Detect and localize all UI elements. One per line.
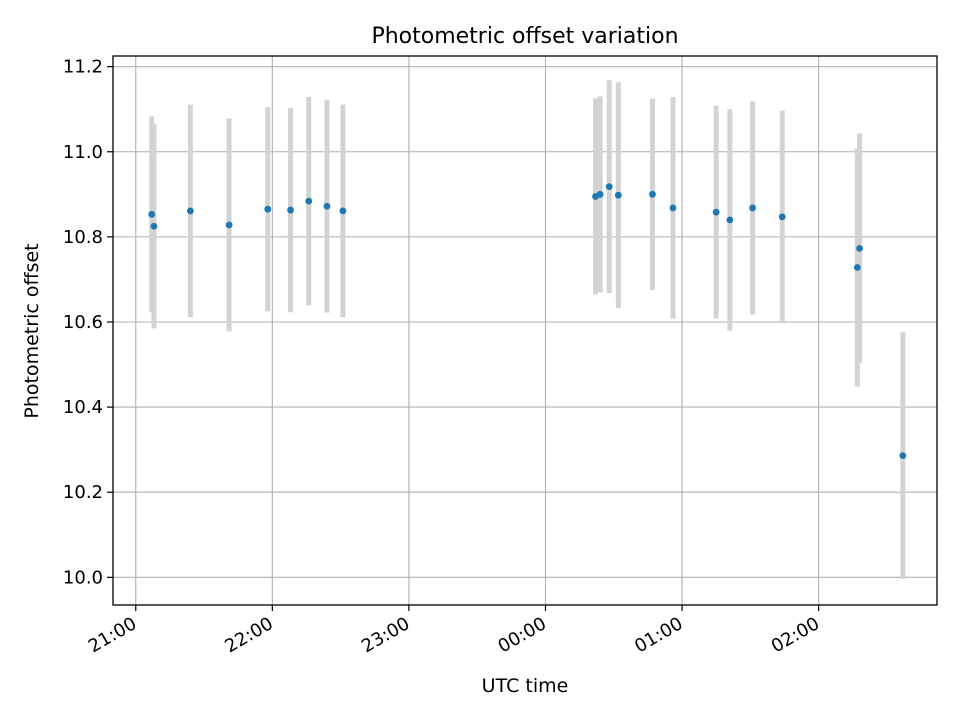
- data-point: [150, 222, 158, 230]
- plot-frame: [112, 55, 938, 606]
- data-point: [712, 208, 720, 216]
- x-axis-label: UTC time: [482, 675, 569, 697]
- data-points: [148, 183, 907, 460]
- data-point: [649, 190, 656, 198]
- y-tick-label: 10.6: [63, 312, 103, 333]
- data-point: [148, 210, 156, 218]
- y-tick-label: 10.8: [63, 227, 103, 248]
- data-point: [596, 190, 604, 198]
- data-point: [605, 183, 613, 191]
- chart-title: Photometric offset variation: [371, 24, 678, 49]
- y-tick-label: 10.0: [63, 567, 103, 588]
- y-tick-label: 11.0: [63, 142, 103, 163]
- data-point: [749, 204, 757, 212]
- data-point: [323, 202, 331, 210]
- data-point: [856, 244, 864, 252]
- grid: [113, 56, 937, 605]
- y-tick-label: 10.4: [63, 397, 103, 418]
- data-point: [287, 206, 294, 214]
- y-tick-label: 10.2: [63, 482, 103, 503]
- data-point: [899, 452, 907, 460]
- data-point: [853, 264, 861, 271]
- data-point: [614, 191, 622, 199]
- data-point: [778, 213, 786, 221]
- data-point: [339, 207, 347, 215]
- data-point: [186, 207, 194, 215]
- data-point: [669, 204, 677, 212]
- data-point: [726, 216, 734, 224]
- data-point: [264, 205, 272, 213]
- y-axis-ticks: 10.0 10.2 10.4 10.6 10.8 11.0 11.2: [63, 57, 113, 588]
- data-point: [225, 221, 233, 229]
- data-point: [305, 197, 313, 205]
- y-tick-label: 11.2: [63, 57, 103, 78]
- y-axis-label: Photometric offset: [21, 243, 43, 418]
